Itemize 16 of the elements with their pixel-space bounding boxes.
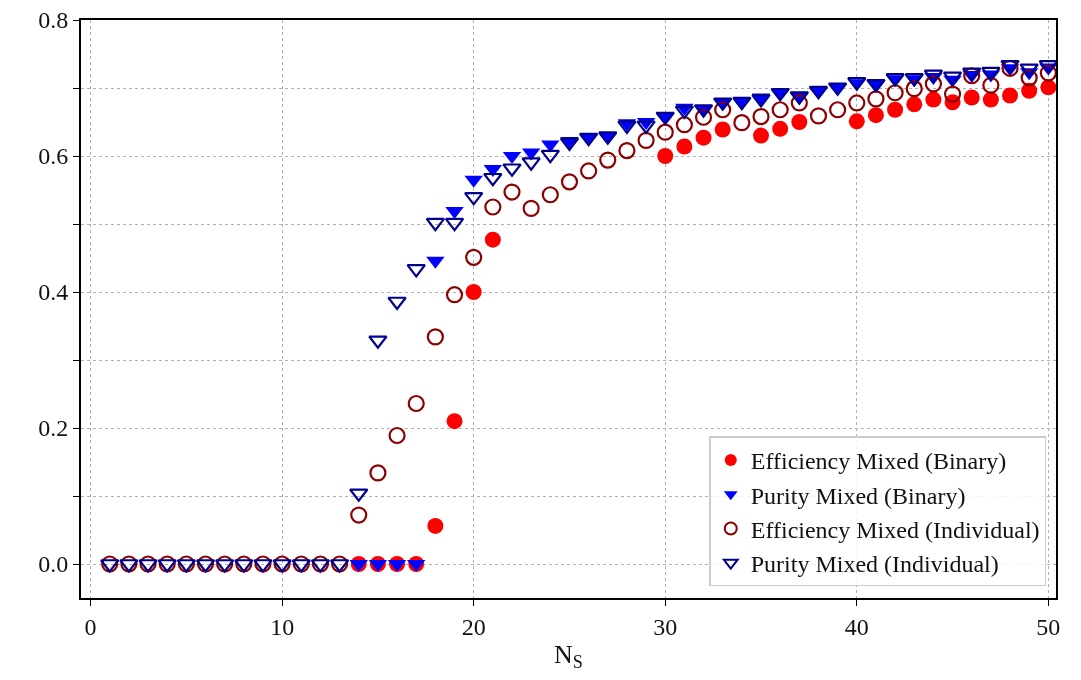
legend-label: Efficiency Mixed (Binary) bbox=[750, 448, 1007, 475]
x-axis-title: N$_{S}$ bbox=[554, 640, 583, 673]
y-tick-label: 0.0 bbox=[38, 551, 69, 578]
y-tick-label: 0.6 bbox=[38, 143, 69, 170]
y-tick-label: 0.2 bbox=[38, 415, 69, 442]
x-tick-label: 10 bbox=[270, 613, 295, 640]
x-tick-label: 30 bbox=[653, 613, 678, 640]
legend-label: Efficiency Mixed (Individual) bbox=[750, 516, 1040, 543]
legend-label: Purity Mixed (Binary) bbox=[750, 482, 966, 509]
y-tick-label: 0.8 bbox=[38, 7, 69, 34]
legend-label: Purity Mixed (Individual) bbox=[750, 551, 999, 577]
x-tick-label: 0 bbox=[84, 613, 97, 640]
x-tick-label: 20 bbox=[461, 613, 486, 640]
x-tick-label: 50 bbox=[1036, 613, 1061, 640]
y-tick-label: 0.4 bbox=[38, 279, 69, 306]
x-tick-label: 40 bbox=[844, 613, 869, 640]
